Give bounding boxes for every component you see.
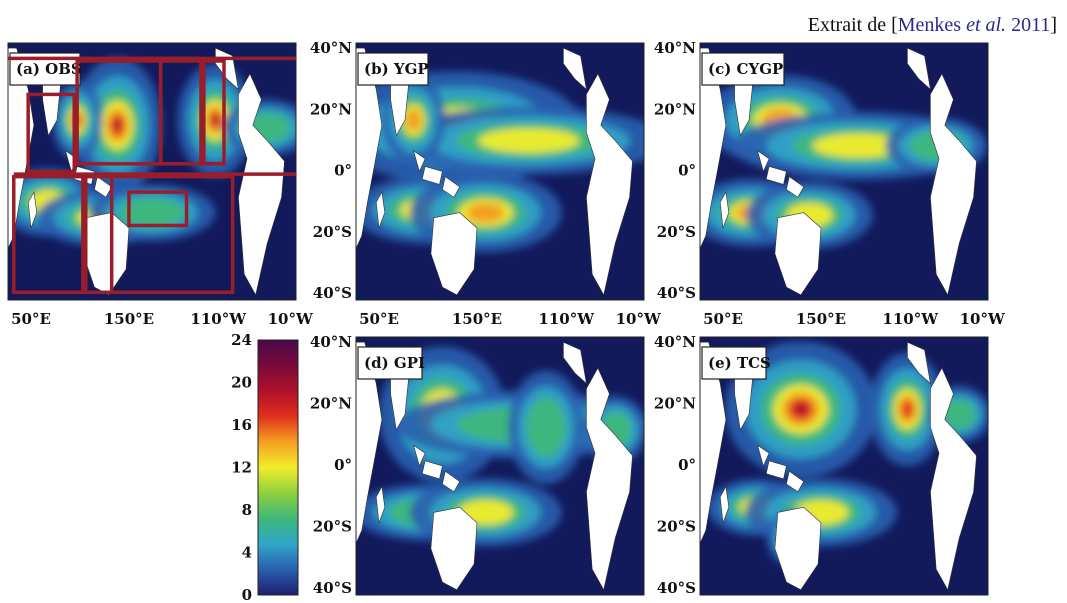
lon-tick-label: 10°W: [268, 310, 314, 328]
lon-tick-label: 150°E: [796, 310, 846, 328]
panel-frame: [355, 336, 645, 596]
lat-tick-label: 40°S: [313, 284, 352, 302]
lon-tick-label: 110°W: [190, 310, 247, 328]
map-panel-a: (a) OBS 50°E 150°E 110°W 10°W: [7, 42, 314, 328]
panel-frame: [699, 336, 989, 596]
panel-label-a: (a) OBS: [16, 60, 82, 78]
colorbar-tick-label: 0: [242, 586, 252, 603]
colorbar-gradient: [257, 339, 299, 596]
caption-year[interactable]: 2011: [1006, 14, 1051, 36]
citation-caption: Extrait de [Menkes et al. 2011]: [808, 14, 1057, 37]
colorbar-tick-label: 24: [231, 331, 252, 349]
lat-tick-label: 40°S: [657, 284, 696, 302]
panel-frame: [699, 42, 989, 301]
basin-box: [12, 174, 85, 295]
lon-tick-label: 50°E: [359, 310, 399, 328]
lat-tick-label: 20°N: [310, 395, 352, 413]
lat-tick-label: 40°S: [657, 579, 696, 597]
lon-tick-label: 50°E: [703, 310, 743, 328]
basin-box: [84, 174, 235, 295]
lat-tick-label: 20°S: [657, 223, 696, 241]
lon-tick-label: 50°E: [11, 310, 51, 328]
lon-tick-label: 110°W: [882, 310, 939, 328]
lat-tick-label: 40°N: [310, 333, 352, 351]
panel-label-box: [357, 52, 429, 86]
landmass-layer: [700, 47, 977, 296]
lon-tick-label: 110°W: [538, 310, 595, 328]
map-panel-c: (c) CYGP 40°N 20°N 0° 20°S 40°S 50°E 150°E 110°W…: [654, 39, 1006, 328]
panel-label-d: (d) GPI: [364, 354, 425, 372]
lat-tick-label: 20°S: [313, 223, 352, 241]
map-panel-b: (b) YGP 40°N 20°N 0° 20°S 40°S 50°E 150°E 110°W 1…: [310, 39, 662, 328]
lon-tick-label: 150°E: [104, 310, 154, 328]
panel-frame: [7, 42, 297, 301]
map-panel-e: (e) TCS 40°N 20°N 0° 20°S 40°S: [654, 333, 989, 597]
caption-etal[interactable]: et al.: [966, 14, 1007, 36]
lat-tick-label: 20°S: [313, 518, 352, 536]
lat-tick-label: 0°: [334, 162, 352, 180]
colorbar-tick-label: 16: [231, 416, 252, 434]
lat-tick-label: 20°N: [654, 100, 696, 118]
caption-prefix: Extrait de [: [807, 14, 898, 36]
landmass-layer: [356, 341, 633, 591]
lon-tick-label: 10°W: [960, 310, 1006, 328]
panel-label-box: [701, 52, 785, 86]
panel-label-b: (b) YGP: [364, 60, 429, 78]
lat-tick-label: 0°: [678, 162, 696, 180]
lon-tick-label: 150°E: [452, 310, 502, 328]
lat-tick-label: 20°N: [310, 100, 352, 118]
basin-box: [26, 92, 76, 174]
colorbar: 24 20 16 12 8 4 0: [231, 331, 299, 603]
lon-tick-label: 10°W: [616, 310, 662, 328]
lat-tick-label: 20°N: [654, 395, 696, 413]
lat-tick-label: 40°N: [654, 39, 696, 57]
lat-tick-label: 40°S: [313, 579, 352, 597]
panel-label-box: [357, 346, 423, 380]
colorbar-tick-label: 4: [242, 544, 252, 562]
basin-regions: [8, 56, 296, 295]
basin-box: [158, 59, 203, 166]
panel-label-e: (e) TCS: [708, 354, 771, 372]
panel-label-box: [701, 346, 767, 380]
panel-frame: [355, 42, 645, 301]
colorbar-tick-label: 12: [231, 459, 252, 477]
colorbar-tick-label: 20: [231, 374, 252, 392]
lat-tick-label: 40°N: [654, 333, 696, 351]
basin-box: [127, 190, 189, 228]
lat-tick-label: 40°N: [310, 39, 352, 57]
panel-label-c: (c) CYGP: [708, 60, 783, 78]
lat-tick-label: 0°: [678, 456, 696, 474]
caption-author[interactable]: Menkes: [897, 14, 967, 36]
lat-tick-label: 20°S: [657, 518, 696, 536]
map-panel-d: (d) GPI 40°N 20°N 0° 20°S 40°S: [310, 333, 645, 597]
lat-tick-label: 0°: [334, 456, 352, 474]
colorbar-tick-label: 8: [242, 501, 252, 519]
basin-box: [202, 59, 226, 166]
caption-suffix: ]: [1050, 14, 1057, 36]
